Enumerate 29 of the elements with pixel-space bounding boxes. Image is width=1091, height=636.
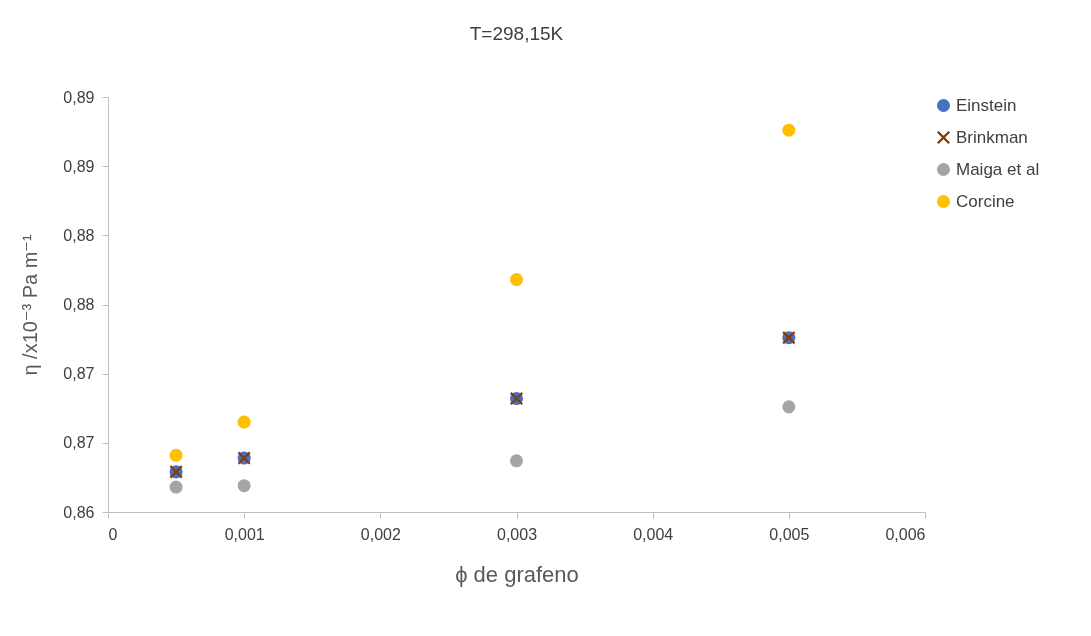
point	[237, 415, 251, 429]
legend-label: Brinkman	[956, 127, 1028, 147]
y-tick-label: 0,89	[63, 88, 95, 106]
x-tick-label: 0,004	[633, 525, 674, 543]
point	[509, 454, 524, 468]
x-tick-label: 0,003	[496, 525, 538, 543]
x-tick-label: 0,001	[224, 525, 265, 543]
y-tick-label: 0,88	[63, 296, 95, 313]
point	[169, 448, 183, 462]
x-tick-label: 0,006	[885, 525, 926, 543]
legend-label: Einstein	[956, 95, 1017, 115]
legend-label: Corcine	[956, 191, 1015, 211]
x-tick-label: 0	[108, 525, 118, 543]
point	[509, 273, 524, 287]
x-tick-label: 0,005	[769, 525, 810, 543]
y-tick-label: 0,89	[63, 157, 95, 175]
y-tick-label: 0,87	[63, 434, 95, 452]
x-tick-label: 0,002	[360, 525, 401, 543]
point	[237, 479, 251, 493]
y-tick-label: 0,87	[63, 365, 95, 383]
y-axis-title: η /x10⁻³ Pa m⁻¹	[19, 234, 42, 376]
point	[782, 400, 796, 414]
legend-label: Maiga et al	[956, 159, 1040, 179]
y-tick-label: 0,86	[63, 503, 95, 521]
point	[782, 123, 796, 137]
point	[169, 480, 183, 494]
chart-title: T=298,15K	[469, 23, 564, 44]
y-tick-label: 0,88	[63, 226, 95, 244]
x-axis-title: ϕ de grafeno	[455, 561, 579, 587]
